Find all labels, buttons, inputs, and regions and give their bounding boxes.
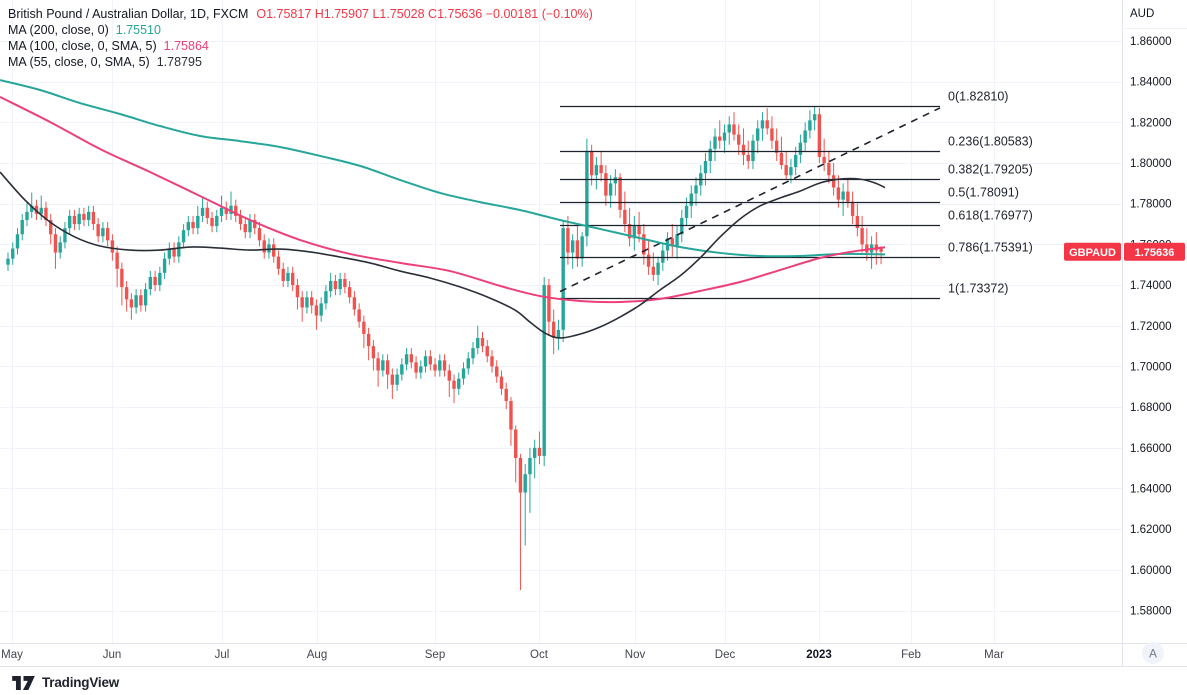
ma-200-value: 1.75510 (115, 23, 161, 37)
time-tick-label: Nov (625, 649, 646, 661)
time-tick-label: Oct (530, 649, 549, 661)
time-axis[interactable]: May Jun Jul Aug Sep Oct Nov Dec 2023 Feb Mar (1, 649, 1004, 661)
chart-legend: British Pound / Australian Dollar, 1D, F… (8, 6, 593, 70)
time-tick-label: Dec (715, 649, 736, 661)
price-badge-text: 1.75636 (1135, 247, 1175, 259)
time-tick-label: Sep (425, 649, 445, 661)
price-tick-label: 1.62000 (1130, 524, 1172, 536)
price-tick-label: 1.78000 (1130, 199, 1172, 211)
fib-level-label: 0.382(1.79205) (948, 163, 1033, 177)
auto-scale-button-label: A (1149, 647, 1157, 661)
price-tick-label: 1.82000 (1130, 117, 1172, 129)
tradingview-logo-icon (12, 675, 35, 690)
moving-average-lines (0, 79, 886, 339)
ma-100-value: 1.75864 (163, 39, 209, 53)
fib-level-label: 0(1.82810) (948, 90, 1008, 104)
symbol-description: British Pound / Australian Dollar, 1D, F… (8, 7, 249, 21)
price-tick-label: 1.86000 (1130, 36, 1172, 48)
price-tick-label: 1.80000 (1130, 158, 1172, 170)
price-tick-label: 1.68000 (1130, 402, 1172, 414)
axis-currency-label: AUD (1130, 8, 1154, 20)
fib-retracement[interactable]: 0(1.82810) 0.236(1.80583) 0.382(1.79205) 0.… (560, 90, 1033, 300)
ma-200-line (0, 79, 886, 258)
ma-100-label: MA (100, close, 0, SMA, 5) (8, 39, 157, 53)
tradingview-logo[interactable]: TradingView (12, 675, 119, 690)
ma-55-line (0, 171, 886, 339)
trendline[interactable] (559, 107, 941, 293)
price-tick-label: 1.66000 (1130, 443, 1172, 455)
time-tick-label: Mar (984, 649, 1004, 661)
time-tick-label: Aug (307, 649, 327, 661)
price-tick-label: 1.84000 (1130, 77, 1172, 89)
price-tick-label: 1.58000 (1130, 606, 1172, 618)
price-tick-label: 1.70000 (1130, 361, 1172, 373)
last-price-badge: GBPAUD 1.75636 (1064, 242, 1185, 261)
time-tick-label: Feb (901, 649, 921, 661)
auto-scale-button[interactable]: A (1142, 642, 1164, 664)
ohlc-values: O1.75817 H1.75907 L1.75028 C1.75636 −0.0… (256, 7, 593, 21)
grid (0, 0, 1122, 643)
ma-100-legend[interactable]: MA (100, close, 0, SMA, 5) 1.75864 (8, 38, 593, 54)
symbol-badge-text: GBPAUD (1069, 247, 1116, 259)
ma-55-label: MA (55, close, 0, SMA, 5) (8, 55, 150, 69)
ma-55-value: 1.78795 (156, 55, 202, 69)
price-tick-label: 1.72000 (1130, 321, 1172, 333)
price-tick-label: 1.74000 (1130, 280, 1172, 292)
fib-level-label: 0.5(1.78091) (948, 186, 1019, 200)
price-axis[interactable]: AUD 1.86000 1.84000 1.82000 1.80000 1.78000 1.… (1122, 8, 1187, 618)
price-tick-label: 1.60000 (1130, 565, 1172, 577)
tradingview-logo-text: TradingView (42, 675, 120, 690)
fib-level-label: 0.786(1.75391) (948, 241, 1033, 255)
ma-55-legend[interactable]: MA (55, close, 0, SMA, 5) 1.78795 (8, 54, 593, 70)
price-tick-label: 1.64000 (1130, 483, 1172, 495)
ma-100-line (0, 96, 886, 304)
time-tick-label: May (1, 649, 23, 661)
time-tick-label: 2023 (806, 649, 832, 661)
fib-level-label: 0.236(1.80583) (948, 135, 1033, 149)
ma-200-legend[interactable]: MA (200, close, 0) 1.75510 (8, 22, 593, 38)
candlestick-series (6, 105, 883, 591)
fib-level-label: 1(1.73372) (948, 282, 1008, 296)
time-tick-label: Jun (103, 649, 122, 661)
time-tick-label: Jul (215, 649, 230, 661)
symbol-title-row[interactable]: British Pound / Australian Dollar, 1D, F… (8, 6, 593, 22)
fib-level-label: 0.618(1.76977) (948, 209, 1033, 223)
ma-200-label: MA (200, close, 0) (8, 23, 109, 37)
